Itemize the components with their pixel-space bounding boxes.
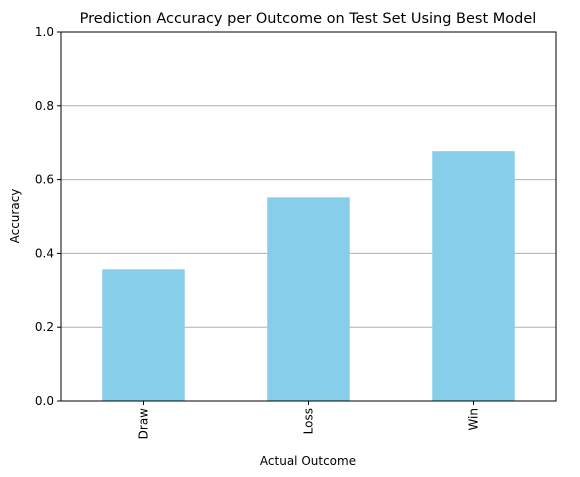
x-axis-ticks: Draw Loss Win [137, 401, 481, 439]
bars [102, 151, 515, 401]
x-tick-label: Win [467, 408, 481, 431]
x-tick-label: Loss [302, 408, 316, 434]
y-axis-label: Accuracy [8, 189, 22, 244]
chart-title: Prediction Accuracy per Outcome on Test … [80, 11, 537, 27]
bar-loss [267, 197, 350, 401]
x-tick-label: Draw [137, 408, 151, 440]
y-tick-label: 0.2 [35, 320, 54, 334]
y-tick-label: 1.0 [35, 25, 54, 39]
y-tick-label: 0.6 [35, 173, 54, 187]
y-axis-ticks: 0.0 0.2 0.4 0.6 0.8 1.0 [35, 25, 61, 408]
bar-draw [102, 269, 185, 401]
x-axis-label: Actual Outcome [260, 454, 356, 468]
y-tick-label: 0.0 [35, 394, 54, 408]
y-tick-label: 0.8 [35, 99, 54, 113]
y-tick-label: 0.4 [35, 246, 54, 260]
bar-win [432, 151, 515, 401]
